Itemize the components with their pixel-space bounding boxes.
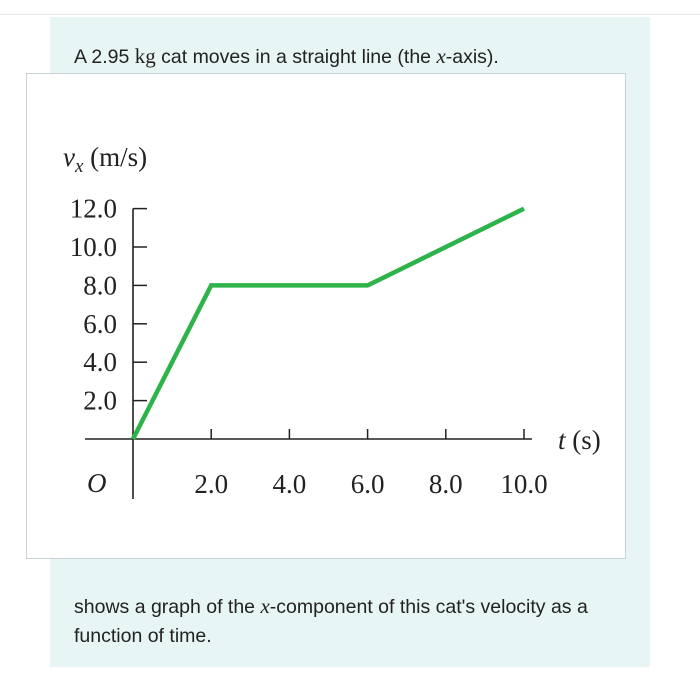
chart-canvas: vx (m/s) t (s) O 12.0 10.0 8.0 6.0 4.0 2.0 2.…	[63, 142, 601, 499]
x-tick-label: 4.0	[273, 469, 307, 499]
velocity-time-graph: vx (m/s) t (s) O 12.0 10.0 8.0 6.0 4.0 2.0 2.…	[26, 73, 626, 559]
y-axis-label: vx (m/s)	[63, 142, 147, 177]
velocity-series-line	[130, 206, 525, 441]
mass-unit: kg	[134, 44, 156, 68]
x-tick-label: 2.0	[194, 469, 228, 499]
problem-outro: shows a graph of the x-component of this…	[74, 594, 588, 647]
y-tick-label: 4.0	[83, 347, 117, 377]
y-tick-label: 6.0	[83, 309, 117, 339]
x-tick-label: 6.0	[351, 469, 385, 499]
x-tick-label: 8.0	[429, 469, 463, 499]
y-tick-label: 2.0	[83, 386, 117, 416]
top-divider	[0, 14, 700, 15]
y-tick-label: 12.0	[70, 194, 117, 224]
component-variable: x	[260, 594, 270, 618]
axis-variable: x	[436, 44, 446, 68]
origin-label: O	[87, 468, 107, 498]
y-tick-label: 10.0	[70, 232, 117, 262]
y-tick-label: 8.0	[83, 270, 117, 300]
problem-intro: A 2.95 kg cat moves in a straight line (…	[74, 44, 499, 68]
x-axis-label: t (s)	[558, 425, 601, 455]
x-tick-label: 10.0	[500, 469, 547, 499]
